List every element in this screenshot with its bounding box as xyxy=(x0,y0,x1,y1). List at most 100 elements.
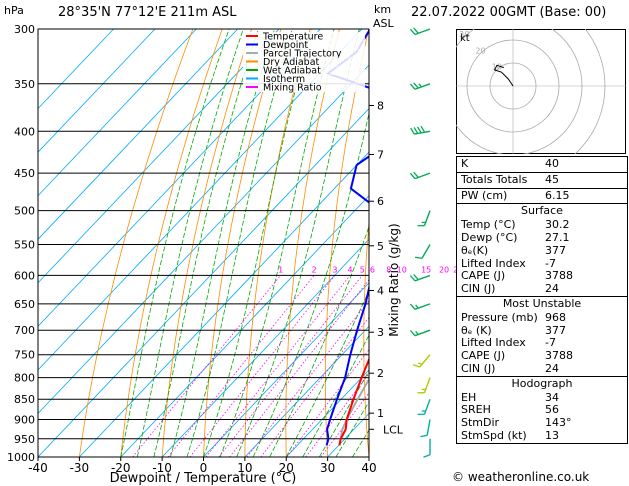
indices-value: 6.15 xyxy=(545,188,570,202)
hodograph-unit-label: kt xyxy=(460,33,470,44)
isotherm-line xyxy=(244,325,369,457)
wind-barb xyxy=(412,354,431,368)
mixing-ratio-label: 15 xyxy=(421,265,431,274)
indices-value: 40 xyxy=(545,157,559,170)
wet-adiabat-line xyxy=(219,29,335,457)
mixing-ratio-label: 4 xyxy=(348,265,353,274)
wind-barb xyxy=(414,244,431,259)
indices-row: PW (cm) 6.15 xyxy=(457,187,627,204)
indices-row: Totals Totals 45 xyxy=(457,171,627,188)
most_unstable-value: 24 xyxy=(545,361,559,375)
isotherm-line xyxy=(38,64,369,415)
most_unstable-key: CAPE (J) xyxy=(461,349,506,363)
most_unstable-row: Lifted Index -7 xyxy=(457,337,627,350)
mixing-ratio-line xyxy=(229,279,369,457)
hodograph_table-value: 143° xyxy=(545,416,572,430)
temperature-line xyxy=(338,356,369,446)
mixing-ratio-label: 20 xyxy=(439,265,449,274)
hodograph_table-key: EH xyxy=(461,390,477,404)
wind-barb xyxy=(417,210,431,227)
dry-adiabat-line xyxy=(120,29,223,457)
mixing-ratio-line xyxy=(167,275,315,457)
wet-adiabat-line xyxy=(136,29,244,457)
isotherm-line xyxy=(38,29,156,153)
indices-value: 45 xyxy=(545,172,559,186)
lcl-label: LCL xyxy=(383,423,404,436)
hpa-unit-label: hPa xyxy=(4,4,24,17)
x-axis-title: Dewpoint / Temperature (°C) xyxy=(110,471,297,486)
wind-barb xyxy=(409,82,431,90)
legend-label: Dewpoint xyxy=(263,40,308,51)
wet-adiabat-line xyxy=(318,370,369,457)
surface-row: Dewp (°C) 27.1 xyxy=(457,230,627,245)
mixing-ratio-label: 2 xyxy=(312,265,317,274)
surface-value: 30.2 xyxy=(545,218,570,232)
surface-row: CAPE (J) 3788 xyxy=(457,270,627,283)
x-tick-label: -40 xyxy=(28,461,48,475)
isotherm-line xyxy=(203,282,369,457)
legend-label: Parcel Trajectory xyxy=(263,49,342,60)
most_unstable-value: 3788 xyxy=(545,349,573,363)
surface-row: Temp (°C) 30.2 xyxy=(457,218,627,232)
pressure-tick-label: 400 xyxy=(14,125,35,138)
most_unstable-value: 377 xyxy=(545,323,566,337)
surface-row: Lifted Index -7 xyxy=(457,256,627,271)
wind-barb xyxy=(417,398,431,416)
wind-barb xyxy=(409,329,431,337)
surface-key: Dewp (°C) xyxy=(461,230,518,244)
mixing-ratio-line xyxy=(218,275,363,457)
hodograph_table-row: EH 34 xyxy=(457,390,627,405)
mixing-ratio-label: 8 xyxy=(386,265,391,274)
hodograph_table-row: StmDir 143° xyxy=(457,416,627,430)
x-tick-label: 30 xyxy=(320,461,335,475)
wet-adiabat-line xyxy=(203,29,313,457)
dry-adiabat-line xyxy=(437,29,456,457)
surface-title: Surface xyxy=(457,203,627,219)
hodograph-ring-label: 30 xyxy=(459,30,469,39)
hodograph-table-title: Hodograph xyxy=(457,375,627,392)
surface-key: CIN (J) xyxy=(461,282,496,296)
wind-barb xyxy=(410,125,431,135)
most_unstable-row: Pressure (mb) 968 xyxy=(457,311,627,325)
x-tick-label: 20 xyxy=(279,461,294,475)
mixing-ratio-line xyxy=(246,299,369,457)
mixing-ratio-label: 10 xyxy=(397,265,407,274)
pressure-tick-label: 950 xyxy=(14,433,35,446)
surface-value: 27.1 xyxy=(545,230,570,244)
most-unstable-title: Most Unstable xyxy=(457,295,627,312)
km-tick-label: 2 xyxy=(377,367,384,380)
isotherm-line xyxy=(161,238,369,457)
surface-key: Temp (°C) xyxy=(461,218,516,232)
copyright-label: © weatheronline.co.uk xyxy=(452,470,590,484)
mixing-ratio-axis-title: Mixing Ratio (g/kg) xyxy=(387,223,401,336)
wind-barb xyxy=(423,438,431,458)
dewpoint-line xyxy=(325,29,369,446)
surface-key: θₑ(K) xyxy=(461,243,489,257)
isotherm-line xyxy=(38,29,280,284)
isotherm-line xyxy=(38,29,239,240)
mixing-ratio-label: 1 xyxy=(278,265,283,274)
mixing-ratio-label: 6 xyxy=(370,265,375,274)
surface-key: Lifted Index xyxy=(461,256,526,270)
dry-adiabat-line xyxy=(79,29,194,457)
pressure-tick-label: 750 xyxy=(14,349,35,362)
indices-key: PW (cm) xyxy=(461,188,508,202)
surface-row: θₑ(K) 377 xyxy=(457,243,627,258)
surface-value: -7 xyxy=(545,256,556,270)
surface-value: 3788 xyxy=(545,269,573,283)
legend-label: Dry Adiabat xyxy=(263,57,320,68)
pressure-tick-label: 900 xyxy=(14,414,35,427)
wet-adiabat-line xyxy=(335,401,369,457)
pressure-tick-label: 350 xyxy=(14,78,35,91)
hodograph_table-row: StmSpd (kt) 13 xyxy=(457,429,627,443)
wind-barb xyxy=(409,273,431,282)
pressure-tick-label: 650 xyxy=(14,298,35,311)
isotherm-line xyxy=(38,107,369,457)
hodograph-ring-label: 20 xyxy=(475,46,485,55)
pressure-tick-label: 300 xyxy=(14,23,35,36)
x-tick-label: 0 xyxy=(200,461,208,475)
most_unstable-row: θₑ (K) 377 xyxy=(457,323,627,338)
x-tick-label: -20 xyxy=(111,461,131,475)
most_unstable-key: Lifted Index xyxy=(461,336,526,350)
isotherm-line xyxy=(79,151,369,457)
